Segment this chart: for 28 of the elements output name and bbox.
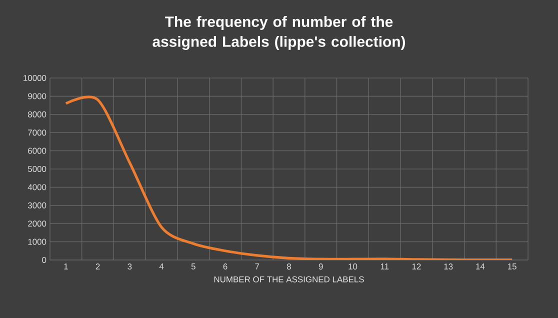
x-tick-label: 15	[508, 264, 516, 270]
x-tick-label: 2	[96, 264, 100, 270]
x-tick-label: 5	[191, 264, 196, 270]
x-tick-label: 6	[223, 264, 228, 270]
x-tick-label: 8	[287, 264, 291, 270]
y-tick-label: 0	[42, 257, 46, 263]
x-tick-label: 1	[64, 264, 68, 270]
y-tick-label: 6000	[28, 148, 46, 154]
y-tick-label: 4000	[28, 184, 46, 190]
x-tick-label: 12	[412, 264, 421, 270]
x-tick-label: 3	[128, 264, 132, 270]
x-tick-label: 14	[476, 264, 485, 270]
y-tick-label: 8000	[28, 111, 46, 118]
chart-title: The frequency of number of the assigned Labels (lippe's collection)	[152, 16, 406, 50]
y-tick-label: 5000	[28, 166, 46, 172]
x-tick-label: 13	[444, 264, 453, 270]
y-tick-label: 3000	[28, 202, 46, 208]
y-tick-label: 1000	[28, 238, 46, 245]
x-tick-label: 7	[255, 264, 260, 270]
x-tick-label: 11	[380, 264, 389, 270]
x-tick-label: 4	[159, 264, 164, 270]
x-tick-label: 10	[348, 264, 358, 270]
y-tick-label: 7000	[28, 130, 46, 136]
y-tick-label: 2000	[28, 220, 46, 227]
y-tick-label: 9000	[28, 93, 46, 100]
x-tick-label: 9	[318, 264, 323, 270]
y-tick-label: 10000	[24, 75, 46, 81]
x-axis-title: NUMBER OF THE ASSIGNED LABELS	[214, 276, 364, 282]
